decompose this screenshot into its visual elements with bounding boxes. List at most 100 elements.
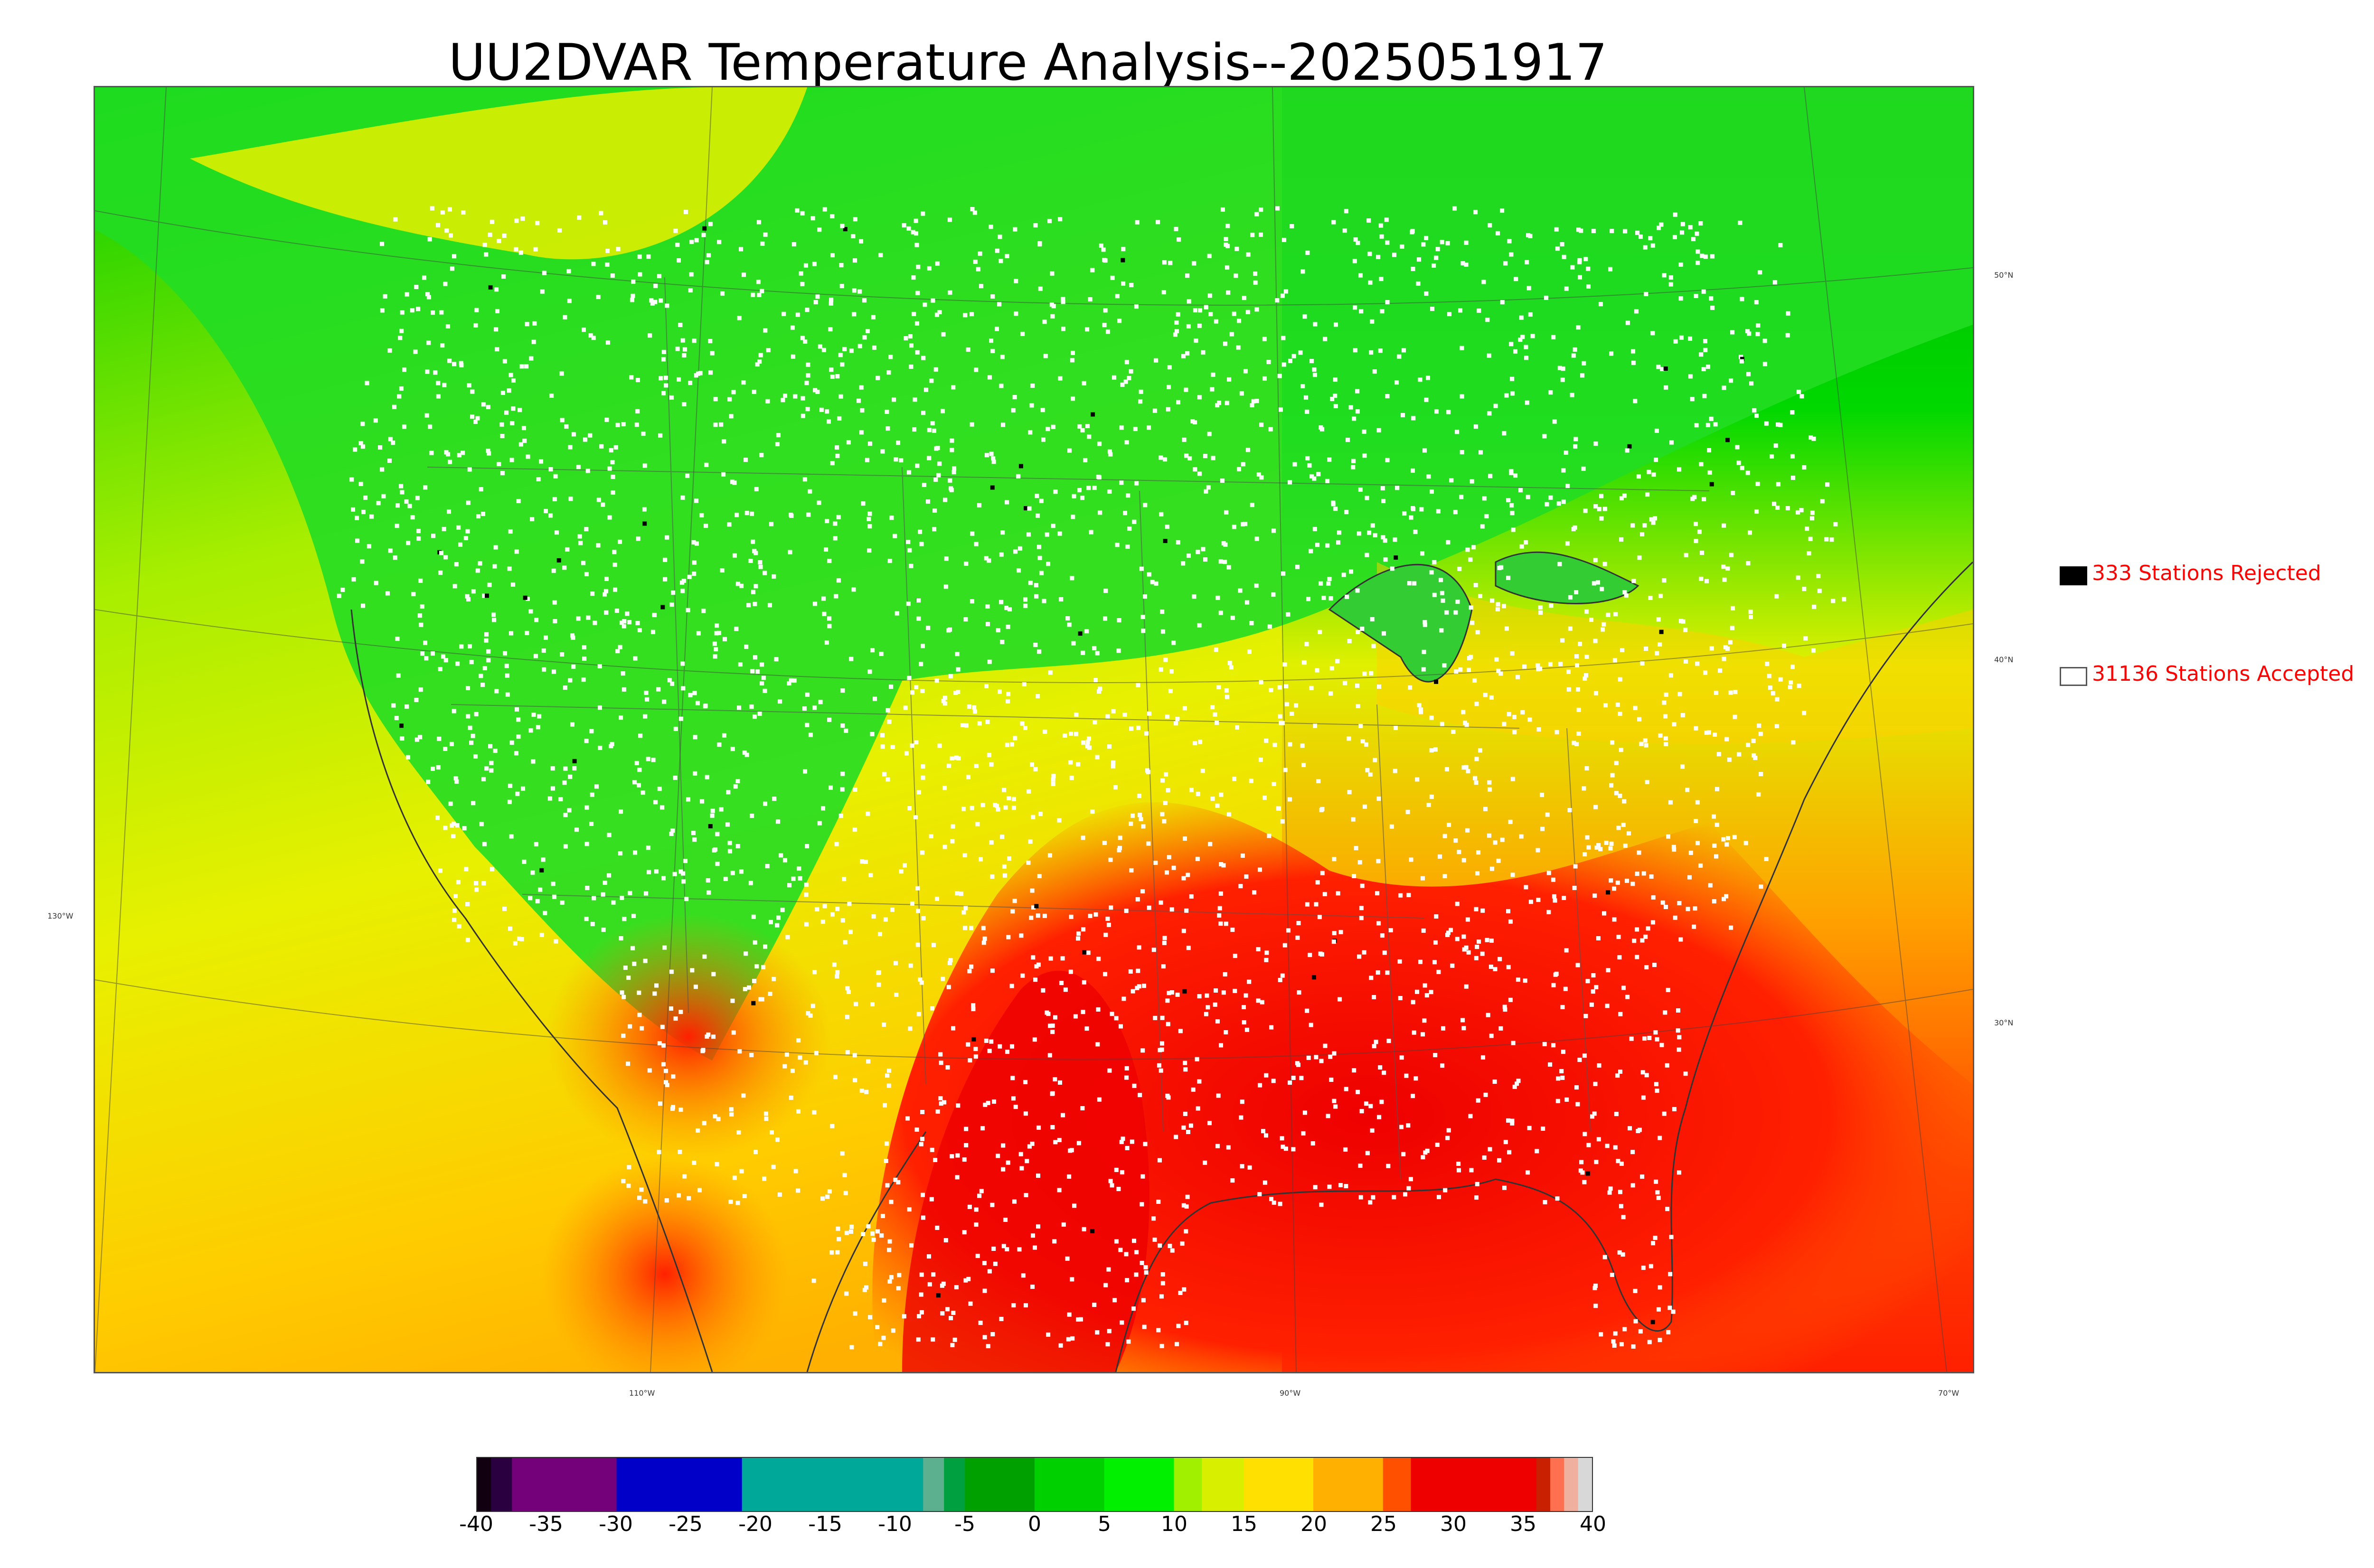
station-accepted-marker [1224, 921, 1228, 926]
station-accepted-marker [919, 662, 923, 667]
station-accepted-marker [636, 536, 641, 541]
station-accepted-marker [1536, 663, 1540, 667]
station-accepted-marker [1606, 612, 1611, 617]
station-accepted-marker [1685, 788, 1690, 792]
station-accepted-marker [890, 907, 895, 912]
station-accepted-marker [905, 1116, 910, 1121]
station-accepted-marker [1755, 481, 1760, 486]
station-accepted-marker [1204, 489, 1208, 494]
station-accepted-marker [1160, 812, 1165, 817]
station-accepted-marker [750, 669, 755, 674]
station-accepted-marker [1656, 1307, 1661, 1312]
station-accepted-marker [380, 242, 384, 246]
station-accepted-marker [1233, 954, 1237, 958]
station-accepted-marker [941, 332, 946, 337]
station-rejected-marker [1163, 539, 1168, 543]
station-rejected-marker [1394, 555, 1398, 560]
station-accepted-marker [867, 516, 871, 521]
station-accepted-marker [1417, 257, 1421, 262]
station-accepted-marker [1487, 353, 1491, 358]
station-accepted-marker [1039, 498, 1044, 503]
station-accepted-marker [951, 470, 956, 475]
station-accepted-marker [1680, 222, 1685, 226]
station-accepted-marker [376, 501, 381, 506]
station-accepted-marker [757, 292, 762, 297]
station-accepted-marker [1332, 1099, 1337, 1103]
station-accepted-marker [489, 768, 494, 773]
station-accepted-marker [514, 247, 518, 252]
station-accepted-marker [1007, 796, 1011, 800]
station-accepted-marker [853, 217, 857, 222]
station-accepted-marker [1159, 1294, 1164, 1299]
station-accepted-marker [1107, 1329, 1112, 1333]
station-accepted-marker [1146, 841, 1151, 846]
station-accepted-marker [862, 298, 867, 303]
station-accepted-marker [1354, 846, 1358, 851]
station-accepted-marker [1175, 992, 1180, 997]
station-accepted-marker [892, 397, 896, 402]
station-accepted-marker [843, 1191, 848, 1195]
station-accepted-marker [758, 997, 763, 1002]
station-accepted-marker [1224, 510, 1229, 515]
station-accepted-marker [1277, 374, 1282, 378]
station-accepted-marker [1186, 1130, 1190, 1134]
station-accepted-marker [1317, 915, 1322, 920]
station-accepted-marker [416, 529, 421, 534]
station-accepted-marker [1001, 1167, 1006, 1172]
station-accepted-marker [1171, 865, 1176, 870]
station-accepted-marker [1335, 659, 1340, 664]
station-accepted-marker [393, 555, 397, 560]
station-accepted-marker [735, 844, 740, 848]
station-accepted-marker [1229, 332, 1234, 337]
station-accepted-marker [1129, 726, 1134, 731]
station-accepted-marker [1722, 523, 1726, 528]
station-accepted-marker [721, 472, 726, 477]
station-accepted-marker [1124, 1066, 1129, 1070]
station-accepted-marker [591, 336, 596, 340]
station-accepted-marker [654, 869, 659, 874]
station-accepted-marker [1446, 1128, 1451, 1133]
station-accepted-marker [553, 474, 558, 479]
station-accepted-marker [1442, 834, 1447, 838]
station-accepted-marker [661, 1043, 666, 1048]
station-accepted-marker [1680, 764, 1685, 769]
station-accepted-marker [754, 964, 759, 969]
station-accepted-marker [1555, 1196, 1560, 1201]
station-accepted-marker [1288, 480, 1292, 485]
station-accepted-marker [598, 745, 603, 750]
station-accepted-marker [1159, 512, 1164, 516]
station-accepted-marker [1733, 690, 1738, 695]
station-accepted-marker [1507, 239, 1512, 244]
temperature-map[interactable] [94, 86, 1974, 1373]
station-accepted-marker [817, 821, 822, 826]
station-accepted-marker [1665, 1063, 1669, 1068]
station-accepted-marker [521, 786, 525, 791]
station-accepted-marker [363, 495, 368, 500]
station-accepted-marker [1710, 254, 1715, 259]
station-accepted-marker [950, 1154, 954, 1159]
station-accepted-marker [1278, 977, 1282, 982]
station-accepted-marker [1563, 986, 1568, 991]
station-accepted-marker [754, 584, 758, 589]
station-accepted-marker [704, 524, 708, 528]
station-accepted-marker [1138, 1093, 1142, 1098]
station-accepted-marker [1278, 1202, 1282, 1206]
station-accepted-marker [1129, 282, 1134, 287]
station-accepted-marker [1509, 342, 1514, 347]
station-accepted-marker [581, 561, 585, 565]
station-accepted-marker [1820, 499, 1825, 504]
station-accepted-marker [763, 801, 767, 806]
station-accepted-marker [1281, 237, 1286, 242]
station-accepted-marker [1051, 524, 1055, 528]
station-accepted-marker [738, 662, 743, 667]
station-accepted-marker [1666, 834, 1670, 839]
station-accepted-marker [1446, 410, 1451, 414]
station-accepted-marker [707, 253, 711, 258]
station-accepted-marker [1262, 1180, 1267, 1185]
station-accepted-marker [463, 536, 468, 540]
station-accepted-marker [970, 806, 974, 810]
station-accepted-marker [635, 409, 640, 413]
station-accepted-marker [1790, 665, 1795, 669]
station-accepted-marker [473, 754, 478, 759]
station-accepted-marker [626, 976, 631, 980]
